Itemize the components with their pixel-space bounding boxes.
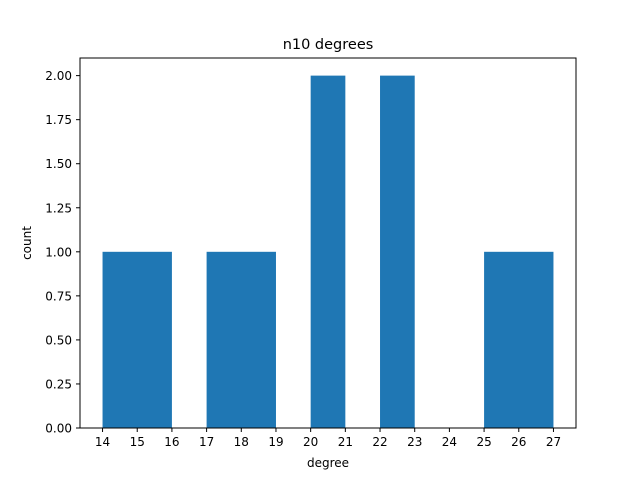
- y-axis: 0.00 0.25 0.50 0.75 1.00 1.25 1.50 1.75 2.00: [45, 69, 80, 436]
- bar-3: [380, 75, 415, 428]
- x-tick-label: 21: [338, 435, 353, 449]
- x-axis-label: degree: [307, 456, 349, 470]
- bars-group: [102, 75, 554, 428]
- y-tick-label: 2.00: [45, 69, 72, 83]
- x-tick-label: 16: [164, 435, 179, 449]
- y-tick-label: 0.25: [45, 377, 72, 391]
- y-tick-label: 1.50: [45, 157, 72, 171]
- x-axis: 14 15 16 17 18 19 20 21 22 23 24 25 26 27: [95, 428, 561, 449]
- bar-2: [310, 75, 346, 428]
- x-tick-label: 17: [199, 435, 214, 449]
- x-tick-label: 23: [407, 435, 422, 449]
- x-tick-label: 15: [130, 435, 145, 449]
- x-tick-label: 22: [372, 435, 387, 449]
- x-tick-label: 14: [95, 435, 110, 449]
- bar-0: [102, 251, 172, 428]
- x-tick-label: 26: [511, 435, 526, 449]
- x-tick-label: 18: [234, 435, 249, 449]
- bar-1: [206, 251, 276, 428]
- chart-title: n10 degrees: [283, 37, 374, 53]
- plot-frame: [79, 57, 577, 429]
- y-tick-label: 0.00: [45, 422, 72, 436]
- bar-4: [484, 251, 554, 428]
- x-tick-label: 19: [268, 435, 283, 449]
- y-axis-label: count: [20, 226, 34, 260]
- x-tick-label: 24: [442, 435, 457, 449]
- y-tick-label: 1.00: [45, 245, 72, 259]
- x-tick-label: 20: [303, 435, 318, 449]
- x-tick-label: 27: [546, 435, 561, 449]
- x-tick-label: 25: [476, 435, 491, 449]
- y-tick-label: 0.75: [45, 289, 72, 303]
- y-tick-label: 1.75: [45, 113, 72, 127]
- y-tick-label: 0.50: [45, 333, 72, 347]
- y-tick-label: 1.25: [45, 201, 72, 215]
